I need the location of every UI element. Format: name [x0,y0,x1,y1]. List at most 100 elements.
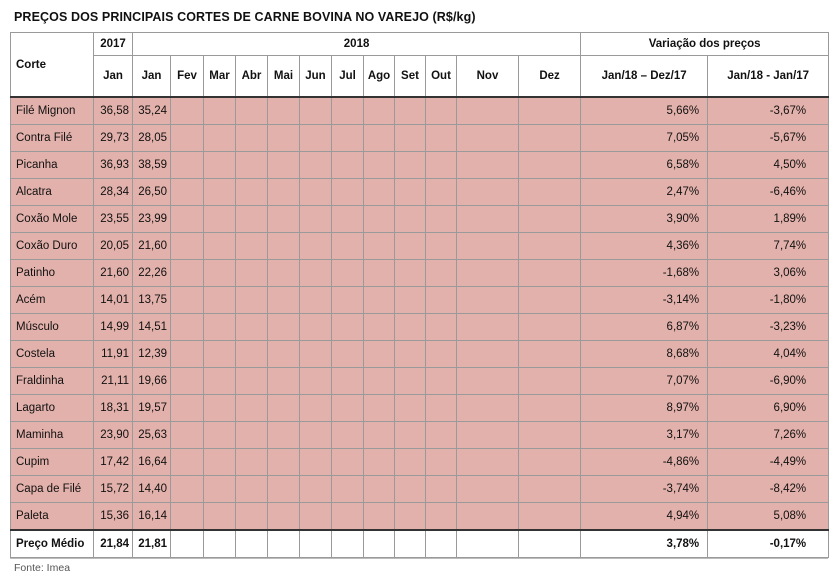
empty-month-cell [170,232,204,260]
cut-name: Coxão Mole [10,205,94,233]
price-2017-jan: 23,55 [93,205,133,233]
empty-month-cell [235,96,268,125]
empty-month-cell [394,259,426,287]
empty-month-cell [331,205,364,233]
empty-month-cell [363,313,395,341]
empty-month-cell [517,475,582,503]
table-row: Costela 11,91 12,39 8,68% 4,04% [10,340,830,368]
empty-month-cell [299,367,332,395]
empty-month-cell [363,259,395,287]
month-header-2018-fev: Fev [170,55,204,98]
price-2017-jan: 21,11 [93,367,133,395]
table-row: Coxão Duro 20,05 21,60 4,36% 7,74% [10,232,830,260]
empty-month-cell [267,151,300,179]
empty-month-cell [170,96,204,125]
empty-month-cell [456,124,519,152]
empty-month-cell [170,205,204,233]
empty-month-cell [425,313,457,341]
price-2017-jan: 20,05 [93,232,133,260]
empty-month-cell [203,151,236,179]
empty-month-cell [425,448,457,476]
month-header-2018-mai: Mai [267,55,300,98]
empty-month-cell [331,529,364,558]
empty-month-cell [517,529,582,558]
empty-month-cell [299,178,332,206]
variation-jan18-dez17: 3,78% [580,529,709,558]
variation-jan18-jan17: -0,17% [707,529,830,558]
empty-month-cell [394,529,426,558]
empty-month-cell [299,259,332,287]
empty-month-cell [331,394,364,422]
empty-month-cell [363,529,395,558]
empty-month-cell [517,367,582,395]
variation-jan18-jan17: 4,04% [707,340,830,368]
empty-month-cell [394,96,426,125]
empty-month-cell [517,448,582,476]
empty-month-cell [331,178,364,206]
variation-jan18-dez17: 6,58% [580,151,709,179]
table-row: Paleta 15,36 16,14 4,94% 5,08% [10,502,830,531]
empty-month-cell [456,178,519,206]
variation-jan18-jan17: 3,06% [707,259,830,287]
empty-month-cell [299,340,332,368]
table-row: Músculo 14,99 14,51 6,87% -3,23% [10,313,830,341]
empty-month-cell [363,232,395,260]
empty-month-cell [235,205,268,233]
empty-month-cell [456,205,519,233]
price-2017-jan: 29,73 [93,124,133,152]
empty-month-cell [170,367,204,395]
cut-name: Alcatra [10,178,94,206]
empty-month-cell [235,529,268,558]
month-header-2018-dez: Dez [517,55,582,98]
variation-jan18-dez17: 7,05% [580,124,709,152]
empty-month-cell [299,286,332,314]
empty-month-cell [394,421,426,449]
empty-month-cell [517,502,582,531]
empty-month-cell [331,259,364,287]
empty-month-cell [170,421,204,449]
variation-jan18-jan17: -8,42% [707,475,830,503]
empty-month-cell [363,96,395,125]
empty-month-cell [203,475,236,503]
empty-month-cell [267,367,300,395]
footer-divider [10,558,828,559]
cut-name: Fraldinha [10,367,94,395]
empty-month-cell [394,313,426,341]
month-header-2018-nov: Nov [456,55,519,98]
cut-name: Maminha [10,421,94,449]
empty-month-cell [267,96,300,125]
variation-jan18-dez17: -4,86% [580,448,709,476]
empty-month-cell [203,205,236,233]
empty-month-cell [267,178,300,206]
variation-header: Variação dos preços [580,32,830,56]
empty-month-cell [331,151,364,179]
cut-name: Cupim [10,448,94,476]
empty-month-cell [363,421,395,449]
price-2018-jan: 19,57 [132,394,171,422]
cut-name: Paleta [10,502,94,531]
month-header-2018-ago: Ago [363,55,395,98]
empty-month-cell [456,475,519,503]
empty-month-cell [456,313,519,341]
empty-month-cell [425,367,457,395]
empty-month-cell [517,151,582,179]
table-row: Contra Filé 29,73 28,05 7,05% -5,67% [10,124,830,152]
empty-month-cell [235,286,268,314]
empty-month-cell [203,96,236,125]
empty-month-cell [203,259,236,287]
table-title: PREÇOS DOS PRINCIPAIS CORTES DE CARNE BO… [14,10,476,24]
empty-month-cell [299,475,332,503]
empty-month-cell [170,178,204,206]
price-2017-jan: 14,01 [93,286,133,314]
empty-month-cell [267,259,300,287]
empty-month-cell [203,313,236,341]
empty-month-cell [235,124,268,152]
empty-month-cell [267,502,300,531]
empty-month-cell [267,529,300,558]
variation-jan18-dez17: 4,94% [580,502,709,531]
empty-month-cell [203,124,236,152]
empty-month-cell [394,286,426,314]
empty-month-cell [267,475,300,503]
price-2017-jan: 36,58 [93,96,133,125]
empty-month-cell [394,502,426,531]
